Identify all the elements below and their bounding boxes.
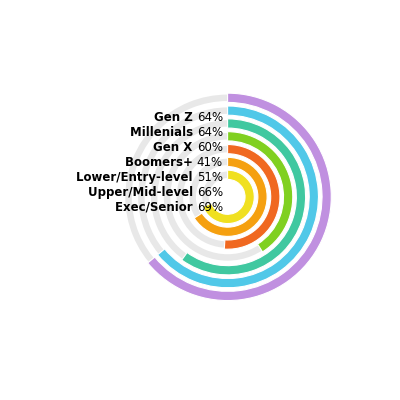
Wedge shape [137, 106, 318, 288]
Text: 51%: 51% [197, 171, 223, 184]
Text: Boomers+: Boomers+ [125, 156, 197, 169]
Wedge shape [188, 157, 267, 236]
Text: Gen X: Gen X [154, 141, 197, 154]
Text: Lower/Entry-level: Lower/Entry-level [76, 171, 197, 184]
Wedge shape [150, 119, 306, 275]
Text: 69%: 69% [197, 201, 223, 214]
Wedge shape [124, 93, 331, 300]
Text: Millenials: Millenials [130, 126, 197, 139]
Text: 41%: 41% [197, 156, 223, 169]
Text: Upper/Mid-level: Upper/Mid-level [88, 186, 197, 199]
Text: 64%: 64% [197, 126, 223, 139]
Wedge shape [175, 144, 280, 249]
Text: 60%: 60% [197, 141, 223, 154]
Wedge shape [224, 144, 280, 249]
Wedge shape [203, 170, 254, 224]
Wedge shape [201, 170, 254, 224]
Text: 64%: 64% [197, 111, 223, 124]
Text: Exec/Senior: Exec/Senior [115, 201, 197, 214]
Text: Gen Z: Gen Z [154, 111, 197, 124]
Wedge shape [194, 157, 267, 236]
Wedge shape [148, 93, 331, 300]
Wedge shape [182, 119, 306, 275]
Wedge shape [228, 132, 293, 252]
Wedge shape [158, 106, 318, 288]
Text: 66%: 66% [197, 186, 223, 199]
Wedge shape [162, 132, 293, 262]
